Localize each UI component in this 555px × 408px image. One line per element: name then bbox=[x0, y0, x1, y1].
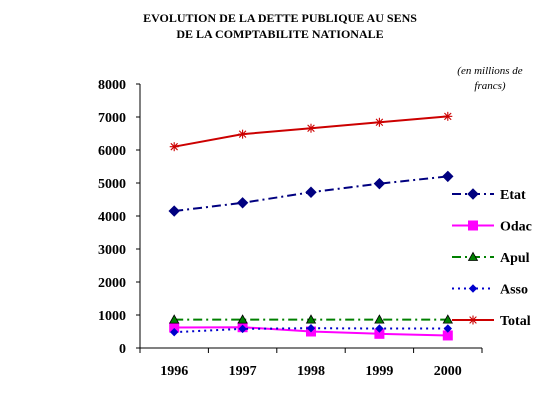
x-tick-label: 1999 bbox=[365, 364, 393, 379]
y-tick-label: 0 bbox=[119, 342, 126, 357]
legend-entry-apul: Apul bbox=[452, 251, 530, 266]
series-total bbox=[169, 111, 453, 152]
x-tick-label: 1997 bbox=[229, 364, 257, 379]
data-point-asso bbox=[238, 324, 247, 334]
data-point-asso bbox=[306, 323, 316, 333]
legend-label-apul: Apul bbox=[500, 251, 530, 266]
data-point-total bbox=[306, 123, 316, 133]
y-tick-label: 1000 bbox=[98, 309, 126, 324]
legend-marker-total bbox=[468, 315, 478, 325]
legend-entry-etat: Etat bbox=[452, 188, 526, 203]
data-point-total bbox=[238, 129, 248, 139]
legend-marker-etat bbox=[467, 188, 479, 200]
y-tick-label: 6000 bbox=[98, 144, 126, 159]
unit-note-line-2: francs) bbox=[474, 80, 506, 92]
x-tick-label: 1998 bbox=[297, 364, 325, 379]
y-tick-label: 4000 bbox=[98, 210, 126, 225]
legend-label-etat: Etat bbox=[500, 188, 526, 203]
star-stroke bbox=[307, 124, 315, 132]
y-tick-label: 7000 bbox=[98, 111, 126, 126]
data-point-asso bbox=[375, 324, 384, 333]
data-point-apul bbox=[237, 314, 248, 324]
star-stroke bbox=[375, 118, 384, 127]
series-line-asso bbox=[174, 327, 448, 334]
series-apul bbox=[169, 314, 453, 324]
x-tick-label: 1996 bbox=[160, 364, 188, 379]
series-layer bbox=[168, 111, 454, 341]
data-point-etat bbox=[442, 170, 454, 183]
data-point-apul bbox=[169, 314, 180, 324]
legend: Etat Odac Apul Asso Total bbox=[452, 188, 532, 329]
data-point-total bbox=[374, 117, 384, 127]
legend-marker-asso bbox=[468, 284, 478, 293]
y-tick-label: 8000 bbox=[98, 78, 126, 93]
data-point-etat bbox=[373, 177, 386, 190]
axes: 0 1000 2000 3000 4000 5000 6000 7000 8000 1996 199… bbox=[98, 78, 483, 379]
legend-label-odac: Odac bbox=[500, 220, 532, 235]
data-point-apul bbox=[374, 314, 385, 324]
data-point-etat bbox=[168, 205, 180, 217]
y-tick-label: 3000 bbox=[98, 243, 126, 258]
legend-marker-apul bbox=[467, 251, 479, 261]
star-stroke bbox=[170, 142, 178, 151]
star-stroke bbox=[469, 316, 477, 324]
legend-entry-total: Total bbox=[452, 314, 531, 329]
data-point-etat bbox=[236, 197, 249, 209]
x-tick-label: 2000 bbox=[434, 364, 462, 379]
unit-note-line-1: (en millions de bbox=[457, 65, 523, 77]
star-stroke bbox=[238, 130, 247, 138]
data-point-asso bbox=[443, 324, 453, 333]
series-asso bbox=[169, 323, 453, 337]
legend-entry-odac: Odac bbox=[452, 220, 532, 235]
star-stroke bbox=[444, 112, 452, 121]
legend-marker-odac bbox=[468, 220, 478, 231]
y-tick-label: 5000 bbox=[98, 177, 126, 192]
legend-label-asso: Asso bbox=[500, 283, 528, 298]
legend-label-total: Total bbox=[500, 314, 531, 329]
chart-title-line-1: EVOLUTION DE LA DETTE PUBLIQUE AU SENS bbox=[143, 11, 417, 25]
data-point-apul bbox=[442, 314, 453, 324]
data-point-asso bbox=[169, 327, 179, 337]
data-point-apul bbox=[305, 314, 317, 324]
chart-title-line-2: DE LA COMPTABILITE NATIONALE bbox=[176, 27, 384, 41]
data-point-total bbox=[169, 142, 179, 152]
y-tick-label: 2000 bbox=[98, 276, 126, 291]
data-point-etat bbox=[305, 186, 317, 198]
series-etat bbox=[168, 170, 454, 217]
data-point-total bbox=[443, 111, 453, 121]
legend-entry-asso: Asso bbox=[452, 283, 528, 298]
unit-note: (en millions de francs) bbox=[440, 64, 540, 94]
